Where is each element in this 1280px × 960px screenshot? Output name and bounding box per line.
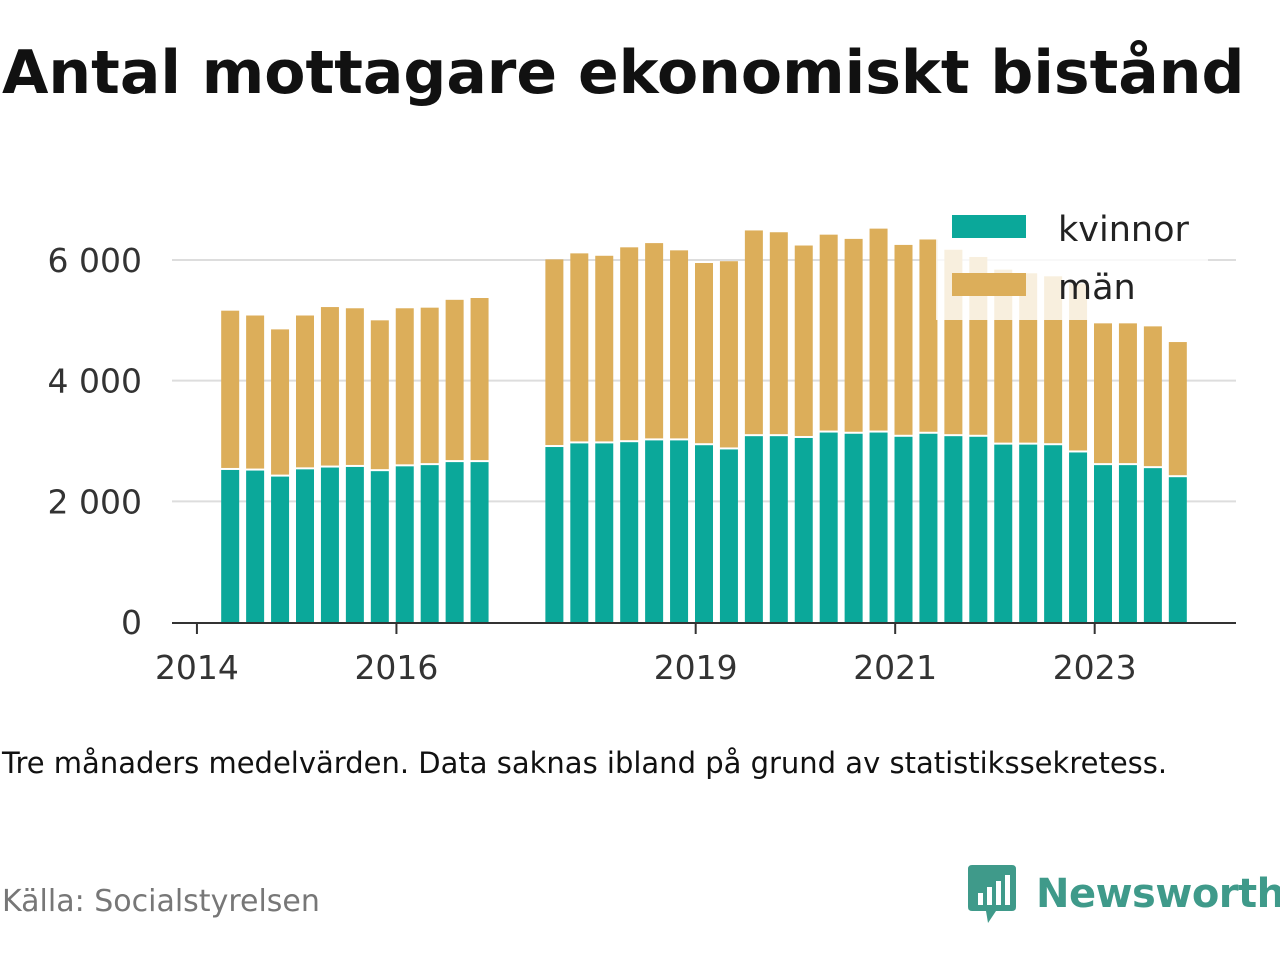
bar-kvinnor-2021-05 <box>919 433 938 622</box>
bar-kvinnor-2022-02 <box>994 444 1013 622</box>
bar-man-2018-08 <box>645 243 664 439</box>
bar-man-2016-11 <box>470 298 489 461</box>
bar-kvinnor-2023-11 <box>1168 477 1187 622</box>
bar-man-2023-08 <box>1143 326 1162 467</box>
bar-man-2020-02 <box>794 245 813 436</box>
bar-man-2020-05 <box>819 234 838 431</box>
bar-man-2014-05 <box>221 310 240 468</box>
y-tick-label: 6 000 <box>48 241 142 280</box>
newsworthy-logo-icon <box>968 865 1016 923</box>
stacked-bar-chart: kvinnor män 0 2 000 4 000 6 000 2014 2016 2019… <box>47 200 1236 687</box>
bar-kvinnor-2022-11 <box>1069 452 1088 622</box>
bar-man-2020-08 <box>844 238 863 432</box>
legend-swatch-kvinnor <box>952 215 1026 238</box>
bar-man-2019-02 <box>695 263 713 444</box>
bar-kvinnor-2023-02 <box>1094 465 1112 622</box>
bar-kvinnor-2019-05 <box>719 449 738 622</box>
bar-man-2014-08 <box>246 315 265 469</box>
x-tick-label: 2021 <box>853 648 937 687</box>
bar-kvinnor-2014-11 <box>271 476 290 622</box>
bar-man-2018-11 <box>670 250 689 439</box>
bar-kvinnor-2019-11 <box>769 436 788 622</box>
axes: 0 2 000 4 000 6 000 2014 2016 2019 2021 2023 <box>48 241 1236 687</box>
legend-swatch-man <box>952 273 1026 296</box>
y-tick-label: 4 000 <box>48 362 142 401</box>
bar-kvinnor-2023-08 <box>1143 468 1162 622</box>
legend-label-man: män <box>1058 268 1136 308</box>
bar-kvinnor-2020-05 <box>819 432 838 622</box>
bar-man-2016-02 <box>395 308 414 465</box>
y-tick-label: 0 <box>121 603 142 642</box>
bar-man-2019-11 <box>769 232 788 435</box>
chart-note: Tre månaders medelvärden. Data saknas ib… <box>2 746 1168 780</box>
bar-man-2019-05 <box>719 261 738 448</box>
bar-man-2018-05 <box>620 247 639 441</box>
bar-kvinnor-2015-11 <box>370 471 389 622</box>
x-tick-label: 2016 <box>354 648 438 687</box>
brand-name: Newsworthy <box>1036 871 1280 917</box>
bar-man-2018-02 <box>595 255 614 442</box>
bar-kvinnor-2020-08 <box>844 433 863 622</box>
bar-kvinnor-2017-08 <box>545 447 564 622</box>
bar-kvinnor-2021-02 <box>894 436 913 622</box>
bar-man-2023-11 <box>1168 342 1187 476</box>
legend: kvinnor män <box>936 200 1208 320</box>
bar-man-2021-05 <box>919 239 938 432</box>
bar-kvinnor-2016-08 <box>445 462 464 622</box>
y-tick-label: 2 000 <box>48 482 142 521</box>
bar-man-2020-11 <box>869 228 888 431</box>
x-tick-label: 2023 <box>1053 648 1137 687</box>
bar-kvinnor-2015-05 <box>320 467 339 622</box>
bar-kvinnor-2016-02 <box>395 466 414 622</box>
bar-kvinnor-2019-02 <box>695 445 713 622</box>
bar-kvinnor-2014-05 <box>221 469 240 622</box>
bar-man-2016-05 <box>420 307 439 464</box>
bar-kvinnor-2022-05 <box>1019 444 1038 622</box>
bar-kvinnor-2020-11 <box>869 432 888 622</box>
bar-kvinnor-2020-02 <box>794 437 813 622</box>
bar-man-2016-08 <box>445 299 464 461</box>
bar-man-2014-11 <box>271 329 290 475</box>
bars <box>221 228 1187 622</box>
bar-man-2023-02 <box>1094 323 1112 464</box>
bar-man-2022-11 <box>1069 283 1088 451</box>
bar-man-2017-11 <box>570 253 589 442</box>
bar-kvinnor-2021-11 <box>969 436 988 622</box>
bar-man-2015-11 <box>370 320 389 470</box>
x-tick-label: 2014 <box>155 648 239 687</box>
bar-kvinnor-2016-05 <box>420 465 439 622</box>
bar-kvinnor-2017-11 <box>570 443 589 622</box>
newsworthy-logo: Newsworthy <box>966 862 1280 926</box>
bar-kvinnor-2016-11 <box>470 462 489 622</box>
bar-man-2023-05 <box>1118 323 1137 464</box>
bar-kvinnor-2018-05 <box>620 442 639 622</box>
legend-label-kvinnor: kvinnor <box>1058 210 1189 250</box>
source-label: Källa: Socialstyrelsen <box>2 884 320 919</box>
x-tick-label: 2019 <box>654 648 738 687</box>
bar-man-2019-08 <box>744 230 763 435</box>
bar-kvinnor-2015-08 <box>345 466 364 622</box>
bar-kvinnor-2019-08 <box>744 436 763 622</box>
bar-kvinnor-2023-05 <box>1118 465 1137 622</box>
bar-man-2017-08 <box>545 259 564 446</box>
bar-man-2015-08 <box>345 308 364 465</box>
bar-man-2015-02 <box>296 315 314 468</box>
bar-kvinnor-2018-02 <box>595 443 614 622</box>
bar-kvinnor-2018-11 <box>670 440 689 622</box>
chart-title: Antal mottagare ekonomiskt bistånd <box>2 38 1245 108</box>
bar-man-2015-05 <box>320 307 339 466</box>
bar-kvinnor-2014-08 <box>246 470 265 622</box>
bar-kvinnor-2022-08 <box>1044 445 1063 622</box>
bar-man-2021-02 <box>894 244 913 435</box>
bar-kvinnor-2018-08 <box>645 440 664 622</box>
bar-kvinnor-2015-02 <box>296 469 314 622</box>
bar-kvinnor-2021-08 <box>944 436 963 622</box>
